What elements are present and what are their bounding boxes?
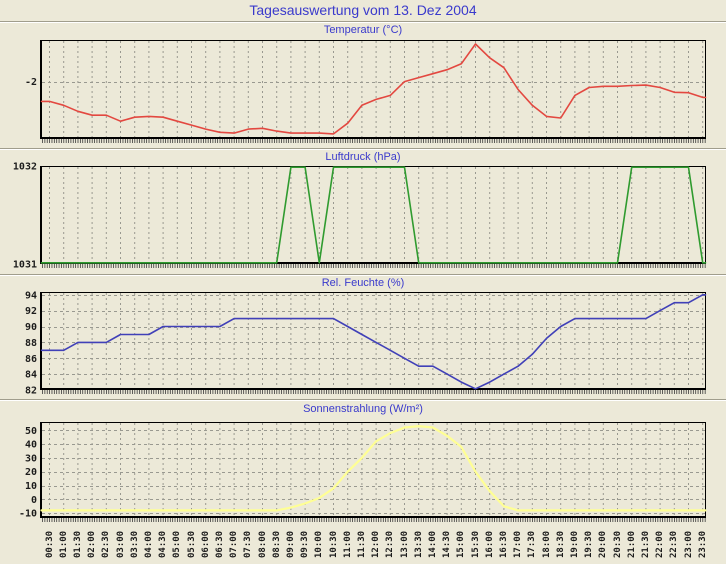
time-label: 15:30	[470, 530, 481, 558]
time-label: 03:00	[115, 530, 126, 558]
separator	[0, 148, 726, 150]
time-label: 11:00	[342, 530, 353, 558]
chart-title-rel-feuchte: Rel. Feuchte (%)	[321, 277, 405, 289]
time-label: 13:30	[413, 530, 424, 558]
time-label: 02:00	[87, 530, 98, 558]
time-label: 15:00	[456, 530, 467, 558]
time-label: 04:30	[158, 530, 169, 558]
time-label: 21:00	[626, 530, 637, 558]
time-label: 19:00	[569, 530, 580, 558]
rel-feuchte-series-line	[40, 294, 707, 390]
sonnenstrahlung-ytick-label: 20	[25, 467, 37, 478]
time-label: 02:30	[101, 530, 112, 558]
time-label: 01:00	[58, 530, 69, 558]
time-label: 05:00	[172, 530, 183, 558]
time-label: 19:30	[584, 530, 595, 558]
time-label: 03:30	[129, 530, 140, 558]
luftdruck-series-line	[40, 166, 707, 264]
temperatur-chart: -2	[25, 40, 707, 143]
time-axis: 00:30 01:00 01:30 02:00 02:30 03:00 03:30 04:00…	[0, 522, 726, 564]
time-label: 20:30	[612, 530, 623, 558]
time-label: 14:30	[442, 530, 453, 558]
separator	[0, 274, 726, 276]
sonnenstrahlung-ytick-label: 40	[25, 440, 37, 451]
time-label: 06:30	[214, 530, 225, 558]
rel-feuchte-ytick-label: 90	[25, 322, 37, 333]
time-label: 01:30	[72, 530, 83, 558]
rel-feuchte-ytick-label: 82	[25, 386, 37, 397]
rel-feuchte-ytick-label: 92	[25, 306, 37, 317]
page-title: Tagesauswertung vom 13. Dez 2004	[249, 2, 477, 18]
time-label: 18:30	[555, 530, 566, 558]
sonnenstrahlung-ytick-label: 0	[31, 495, 37, 506]
time-label: 14:00	[427, 530, 438, 558]
chart-title-temperatur: Temperatur (°C)	[323, 24, 403, 36]
separator	[0, 399, 726, 401]
time-label: 17:30	[527, 530, 538, 558]
time-label: 22:30	[669, 530, 680, 558]
time-label: 04:00	[143, 530, 154, 558]
temperatur-ytick-label: -2	[25, 77, 37, 88]
time-label: 20:00	[598, 530, 609, 558]
time-label: 11:30	[356, 530, 367, 558]
time-label: 10:00	[314, 530, 325, 558]
sonnenstrahlung-chart: 50 40 30 20 10 0 -10	[19, 422, 707, 522]
time-label: 17:00	[513, 530, 524, 558]
time-label: 07:30	[243, 530, 254, 558]
time-label: 21:30	[640, 530, 651, 558]
rel-feuchte-chart: 94 92 90 88 86 84 82	[25, 290, 707, 397]
time-label: 08:00	[257, 530, 268, 558]
time-label: 00:30	[44, 530, 55, 558]
luftdruck-ytick-label: 1031	[13, 260, 37, 271]
time-label: 22:00	[655, 530, 666, 558]
chart-title-luftdruck: Luftdruck (hPa)	[325, 151, 401, 163]
time-label: 16:00	[484, 530, 495, 558]
time-label: 23:00	[683, 530, 694, 558]
time-label: 13:00	[399, 530, 410, 558]
sonnenstrahlung-ytick-label: 30	[25, 453, 37, 464]
time-label: 07:00	[229, 530, 240, 558]
sonnenstrahlung-ytick-label: 50	[25, 426, 37, 437]
time-label: 18:00	[541, 530, 552, 558]
time-label: 16:30	[498, 530, 509, 558]
luftdruck-chart: 1032 1031	[13, 162, 707, 271]
separator	[0, 21, 726, 23]
rel-feuchte-ytick-label: 84	[25, 370, 37, 381]
temperatur-series-line	[40, 43, 707, 135]
time-label: 06:00	[200, 530, 211, 558]
luftdruck-ytick-label: 1032	[13, 162, 37, 173]
time-label: 09:30	[300, 530, 311, 558]
chart-title-sonnenstrahlung: Sonnenstrahlung (W/m²)	[303, 403, 423, 415]
sonnenstrahlung-ytick-label: 10	[25, 481, 37, 492]
time-label: 23:30	[697, 530, 708, 558]
time-label: 09:00	[285, 530, 296, 558]
time-label: 10:30	[328, 530, 339, 558]
time-label: 08:30	[271, 530, 282, 558]
sonnenstrahlung-series-line	[40, 425, 707, 512]
sonnenstrahlung-ytick-label: -10	[19, 509, 37, 520]
rel-feuchte-ytick-label: 94	[25, 290, 37, 301]
time-label: 12:30	[385, 530, 396, 558]
rel-feuchte-ytick-label: 88	[25, 338, 37, 349]
rel-feuchte-ytick-label: 86	[25, 354, 37, 365]
time-label: 05:30	[186, 530, 197, 558]
time-label: 12:00	[371, 530, 382, 558]
